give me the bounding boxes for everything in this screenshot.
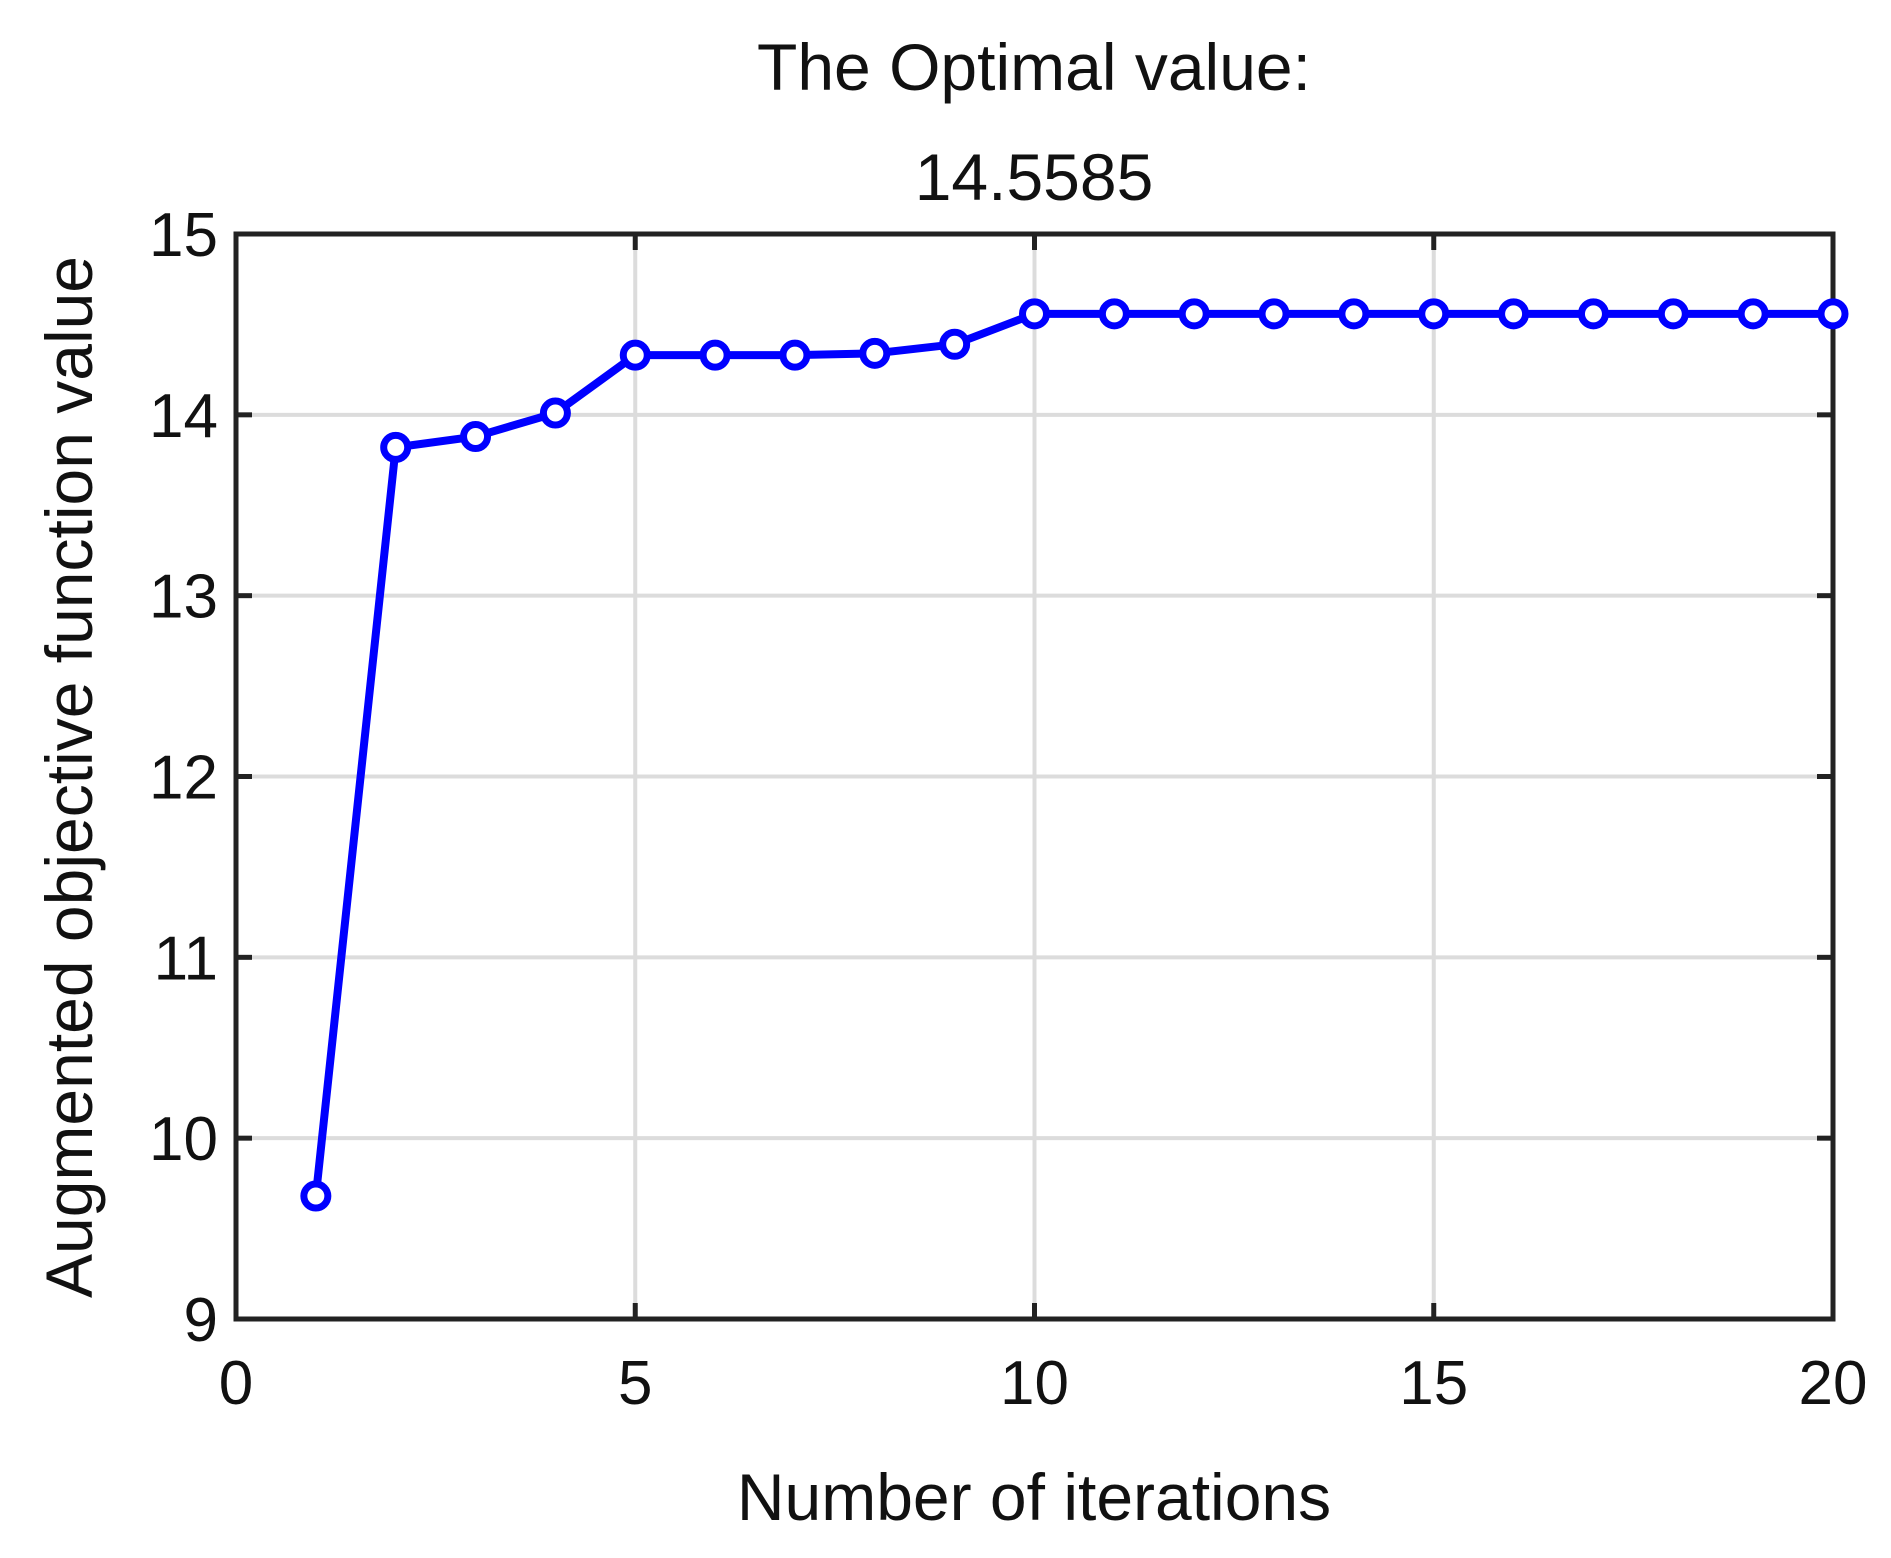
data-point — [1577, 298, 1609, 330]
data-point — [460, 421, 492, 453]
chart-title-line1: The Optimal value: — [757, 30, 1311, 104]
x-tick-label: 0 — [219, 1349, 253, 1418]
data-point — [300, 1180, 332, 1212]
y-tick-label: 9 — [184, 1286, 218, 1355]
x-tick-label: 15 — [1399, 1349, 1468, 1418]
data-point — [939, 328, 971, 360]
data-point — [1258, 298, 1290, 330]
y-tick-label: 12 — [149, 744, 218, 813]
data-point — [1657, 298, 1689, 330]
data-point — [539, 397, 571, 429]
data-point — [1019, 298, 1050, 330]
data-point — [619, 339, 651, 371]
data-point — [699, 339, 731, 371]
grid — [234, 232, 1835, 1321]
data-point — [380, 431, 412, 463]
data-point — [779, 339, 811, 371]
y-tick-label: 10 — [149, 1105, 218, 1174]
data-point — [1338, 298, 1370, 330]
chart-title-line2: 14.5585 — [915, 140, 1154, 214]
data-point — [859, 337, 891, 369]
data-point — [1817, 298, 1849, 330]
ticks: 0 5 10 15 20 9 10 11 12 13 14 15 — [149, 201, 1867, 1418]
data-point — [1418, 298, 1450, 330]
data-point — [1098, 298, 1130, 330]
data-point — [1737, 298, 1769, 330]
x-axis-label: Number of iterations — [737, 1460, 1331, 1534]
y-axis-label: Augmented objective function value — [32, 256, 106, 1298]
y-tick-label: 13 — [149, 563, 218, 632]
series — [300, 298, 1849, 1212]
y-tick-label: 11 — [154, 924, 218, 993]
series-line — [311, 309, 1833, 1197]
x-tick-label: 10 — [1000, 1349, 1069, 1418]
x-tick-label: 20 — [1799, 1349, 1868, 1418]
y-tick-label: 15 — [149, 201, 218, 270]
data-point — [1178, 298, 1210, 330]
x-tick-label: 5 — [618, 1349, 652, 1418]
data-point — [1498, 298, 1530, 330]
y-tick-label: 14 — [149, 382, 218, 451]
